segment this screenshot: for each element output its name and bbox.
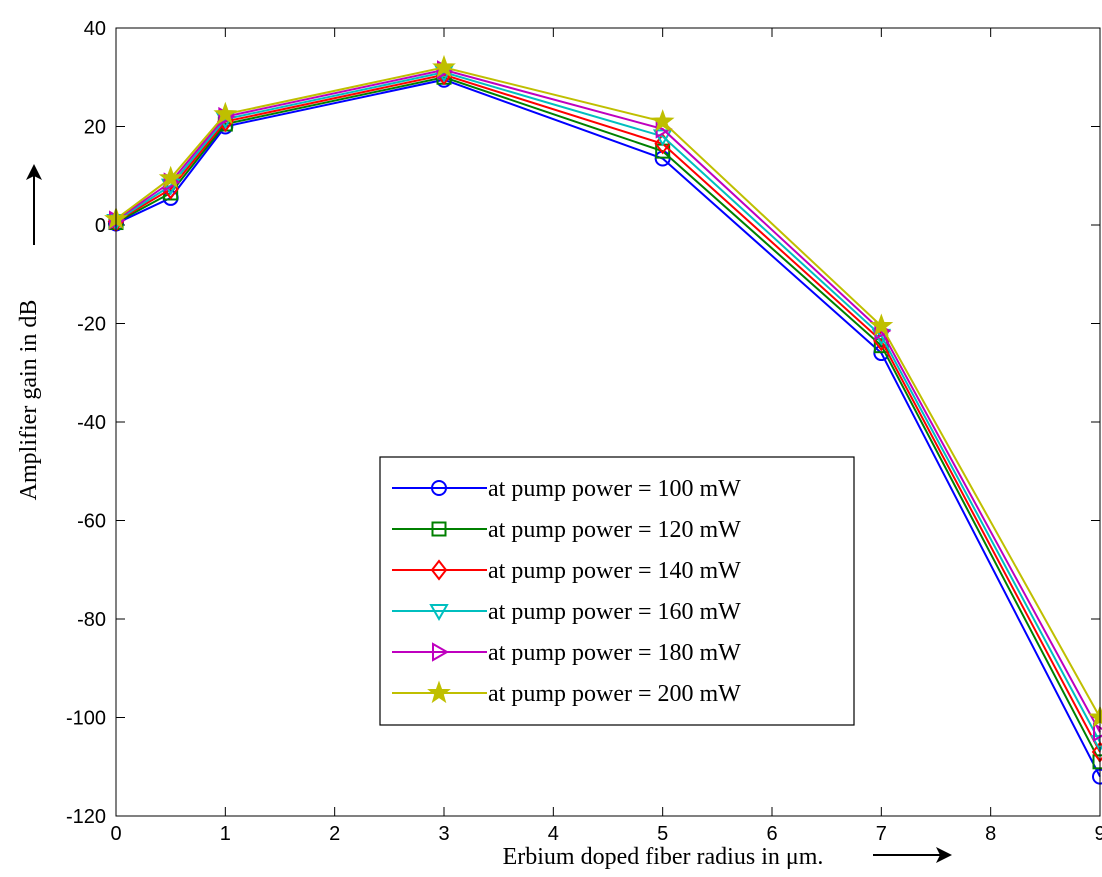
legend-label: at pump power = 140 mW	[488, 558, 741, 584]
data-point	[869, 313, 894, 337]
legend-item: at pump power = 180 mW	[392, 640, 741, 666]
x-tick-label: 5	[657, 823, 668, 845]
x-tick-label: 9	[1094, 823, 1102, 845]
legend-box	[379, 456, 855, 726]
y-tick-label: 0	[95, 215, 106, 237]
y-tick-label: 20	[84, 117, 106, 139]
legend-marker	[431, 521, 447, 537]
plot-frame	[115, 27, 1101, 817]
x-tick-label: 7	[876, 823, 887, 845]
legend-item: at pump power = 200 mW	[392, 680, 741, 707]
legend: at pump power = 100 mW at pump power = 12…	[379, 456, 855, 726]
x-tick-label: 4	[548, 823, 559, 845]
legend-item: at pump power = 140 mW	[392, 558, 741, 584]
legend-item: at pump power = 120 mW	[392, 517, 741, 543]
x-tick-label: 0	[110, 823, 121, 845]
y-tick-label: -20	[77, 314, 106, 336]
legend-marker	[432, 642, 450, 662]
legend-item: at pump power = 160 mW	[392, 599, 741, 625]
legend-label: at pump power = 200 mW	[488, 681, 741, 707]
data-point	[213, 101, 238, 125]
y-tick-label: -100	[66, 708, 106, 730]
data-point	[652, 129, 673, 147]
y-tick-label: -120	[66, 806, 106, 828]
y-axis-arrow	[26, 164, 42, 245]
data-point	[873, 338, 889, 354]
data-point	[1093, 722, 1102, 742]
x-axis-arrow	[873, 847, 952, 863]
legend-marker	[429, 604, 449, 622]
y-tick-label: -80	[77, 609, 106, 631]
legend-label: at pump power = 100 mW	[488, 476, 741, 502]
legend-label: at pump power = 120 mW	[488, 517, 741, 543]
x-tick-label: 6	[766, 823, 777, 845]
series-6	[104, 54, 1102, 728]
data-point	[158, 165, 183, 189]
data-point	[432, 54, 456, 78]
legend-marker	[431, 480, 447, 496]
x-tick-label: 3	[438, 823, 449, 845]
legend-label: at pump power = 180 mW	[488, 640, 741, 666]
legend-marker	[430, 559, 448, 581]
y-tick-label: 40	[84, 18, 106, 40]
y-tick-label: -40	[77, 412, 106, 434]
data-point	[650, 109, 675, 132]
legend-label: at pump power = 160 mW	[488, 599, 741, 625]
y-axis-label: Amplifier gain in dB	[16, 300, 42, 501]
x-tick-label: 8	[985, 823, 996, 845]
x-tick-label: 2	[329, 823, 340, 845]
y-tick-label: -60	[77, 511, 106, 533]
x-axis-label: Erbium doped fiber radius in μm.	[503, 844, 824, 870]
legend-item: at pump power = 100 mW	[392, 476, 741, 502]
x-tick-label: 1	[220, 823, 231, 845]
legend-marker	[427, 680, 451, 704]
